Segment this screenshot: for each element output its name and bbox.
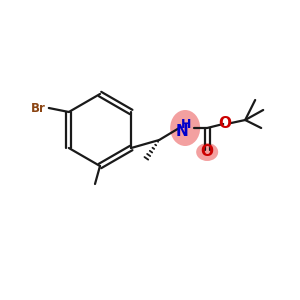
Text: H: H xyxy=(181,118,191,131)
Ellipse shape xyxy=(196,143,218,161)
Text: O: O xyxy=(201,145,214,160)
Text: N: N xyxy=(176,124,189,139)
Text: Br: Br xyxy=(31,101,46,115)
Ellipse shape xyxy=(170,110,200,146)
Text: O: O xyxy=(219,116,232,131)
